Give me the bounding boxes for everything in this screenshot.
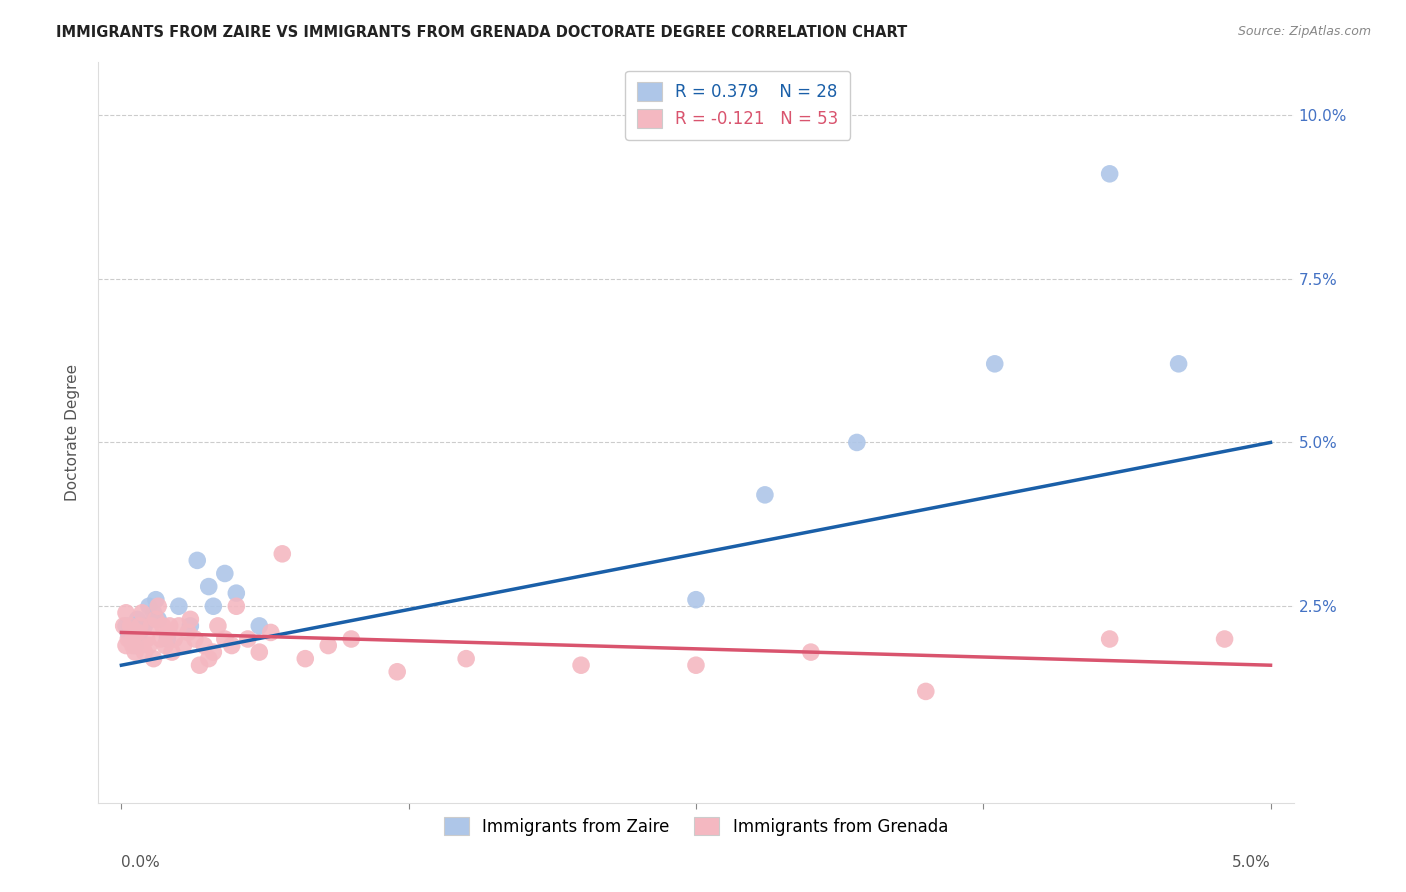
Point <box>685 592 707 607</box>
Point <box>120 632 142 646</box>
Point <box>754 488 776 502</box>
Point <box>135 632 157 646</box>
Point <box>127 625 149 640</box>
Point <box>127 612 149 626</box>
Point <box>134 619 156 633</box>
Point <box>148 612 170 626</box>
Point <box>260 625 283 640</box>
Point <box>271 547 294 561</box>
Point <box>138 639 160 653</box>
Point <box>247 619 270 633</box>
Point <box>112 619 135 633</box>
Point <box>128 619 150 633</box>
Point <box>120 619 142 633</box>
Y-axis label: Doctorate Degree: Doctorate Degree <box>65 364 80 501</box>
Point <box>845 435 868 450</box>
Text: 5.0%: 5.0% <box>1232 855 1271 871</box>
Point <box>142 651 165 665</box>
Point <box>149 632 172 646</box>
Text: 0.0%: 0.0% <box>121 855 160 871</box>
Point <box>122 632 145 646</box>
Point <box>340 632 363 646</box>
Point <box>156 625 179 640</box>
Point <box>115 606 138 620</box>
Point <box>247 645 270 659</box>
Point <box>141 619 163 633</box>
Point <box>294 651 316 665</box>
Point <box>569 658 592 673</box>
Point <box>145 612 167 626</box>
Point <box>184 632 207 646</box>
Point <box>163 632 186 646</box>
Legend: Immigrants from Zaire, Immigrants from Grenada: Immigrants from Zaire, Immigrants from G… <box>437 811 955 843</box>
Point <box>131 619 153 633</box>
Point <box>1167 357 1189 371</box>
Point <box>117 632 139 646</box>
Point <box>1098 632 1121 646</box>
Point <box>134 645 156 659</box>
Point <box>142 606 165 620</box>
Point <box>124 645 146 659</box>
Point <box>984 357 1007 371</box>
Point <box>138 599 160 614</box>
Point <box>153 639 176 653</box>
Point <box>117 625 139 640</box>
Point <box>179 619 201 633</box>
Text: IMMIGRANTS FROM ZAIRE VS IMMIGRANTS FROM GRENADA DOCTORATE DEGREE CORRELATION CH: IMMIGRANTS FROM ZAIRE VS IMMIGRANTS FROM… <box>56 25 907 40</box>
Point <box>316 639 339 653</box>
Point <box>152 619 174 633</box>
Point <box>159 619 181 633</box>
Point <box>115 619 138 633</box>
Point <box>385 665 409 679</box>
Point <box>914 684 936 698</box>
Point <box>124 639 146 653</box>
Point <box>122 619 145 633</box>
Point <box>131 606 153 620</box>
Point <box>167 619 190 633</box>
Point <box>221 639 243 653</box>
Point <box>214 632 236 646</box>
Point <box>167 599 190 614</box>
Point <box>188 658 211 673</box>
Point <box>145 592 167 607</box>
Point <box>193 639 215 653</box>
Point <box>1098 167 1121 181</box>
Point <box>214 566 236 581</box>
Point <box>225 586 247 600</box>
Point <box>197 580 219 594</box>
Point <box>207 619 229 633</box>
Point <box>1213 632 1236 646</box>
Point <box>456 651 478 665</box>
Point <box>236 632 259 646</box>
Point <box>202 645 225 659</box>
Point <box>186 553 208 567</box>
Point <box>122 639 145 653</box>
Point <box>128 625 150 640</box>
Point <box>115 639 138 653</box>
Point <box>179 612 201 626</box>
Point <box>685 658 707 673</box>
Point <box>172 639 194 653</box>
Point <box>197 651 219 665</box>
Text: Source: ZipAtlas.com: Source: ZipAtlas.com <box>1237 25 1371 38</box>
Point <box>202 599 225 614</box>
Point <box>177 625 200 640</box>
Point <box>800 645 823 659</box>
Point <box>156 632 179 646</box>
Point <box>160 645 183 659</box>
Point <box>148 599 170 614</box>
Point <box>225 599 247 614</box>
